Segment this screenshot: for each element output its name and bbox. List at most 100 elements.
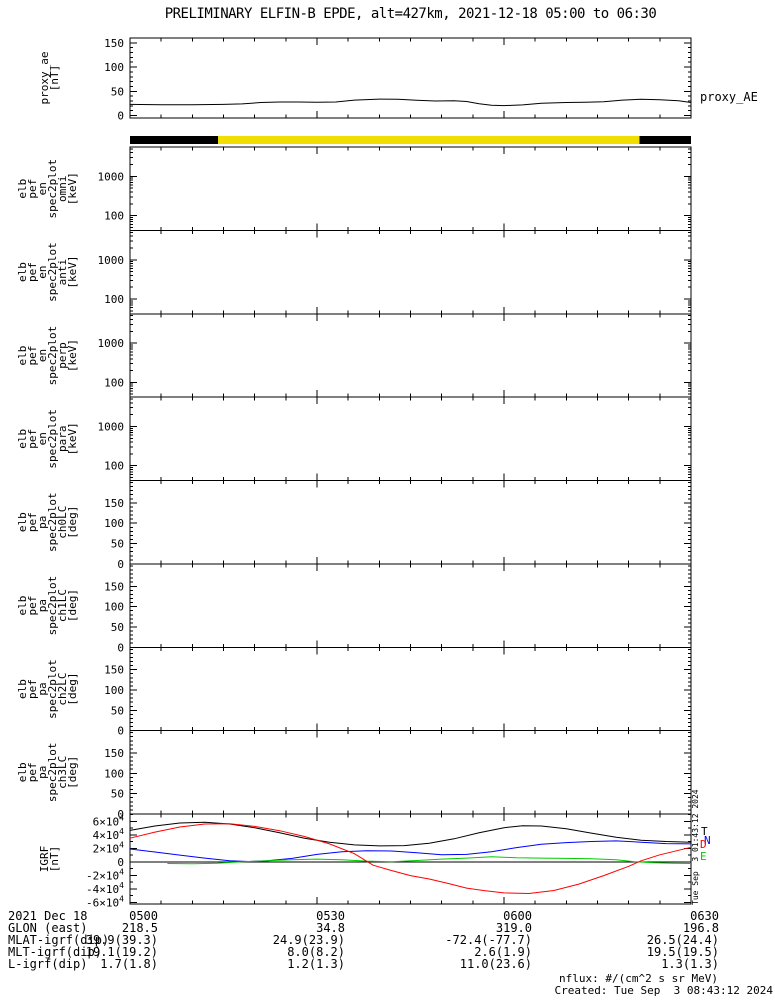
- igrf-legend-D: D: [700, 838, 707, 851]
- y-tick-label: -4×104: [86, 881, 124, 896]
- y-axis-label-word: pa: [36, 516, 49, 529]
- footer-value: 24.9(23.9): [272, 933, 345, 947]
- y-axis-label-word: [deg]: [66, 589, 79, 622]
- y-tick-label: 50: [111, 538, 124, 551]
- y-tick-label: 100: [104, 767, 124, 780]
- y-tick-label: 1000: [98, 337, 125, 350]
- footer-value: 11.0(23.6): [459, 957, 532, 971]
- y-axis-label-word: [deg]: [66, 506, 79, 539]
- y-axis-label-word: elb: [16, 262, 29, 282]
- footer-value: -72.4(-77.7): [445, 933, 532, 947]
- y-tick-label: 0: [117, 725, 124, 738]
- y-axis-label-word: [keV]: [66, 172, 79, 205]
- y-axis-label-word: pef: [26, 512, 39, 532]
- y-axis-label-word: en: [36, 349, 49, 362]
- footer-row-label: L-igrf(dip): [8, 957, 88, 971]
- footer-value: 0600: [503, 909, 532, 923]
- series-N: [129, 840, 692, 863]
- y-axis-label-word: pef: [26, 596, 39, 616]
- y-tick-label: 1000: [98, 170, 125, 183]
- footer-value: 34.8: [316, 921, 345, 935]
- render-timestamp-vertical: Tue Sep 3 01:43:12 2024: [691, 789, 700, 905]
- footer-value: 26.5(24.4): [646, 933, 719, 947]
- y-axis-label-word: elb: [16, 762, 29, 782]
- y-tick-label: 6×104: [93, 813, 125, 828]
- y-tick-label: 100: [104, 61, 124, 74]
- y-tick-label: 100: [104, 460, 124, 473]
- y-axis-label-word: elb: [16, 512, 29, 532]
- y-tick-label: 150: [104, 664, 124, 677]
- axis-ticks: [129, 563, 692, 648]
- y-tick-label: 4×104: [93, 827, 125, 842]
- y-axis-label-word: spec2plot: [46, 242, 59, 302]
- footer-value: 0630: [690, 909, 719, 923]
- axis-ticks: [129, 397, 692, 481]
- y-axis-label-word: pa: [36, 599, 49, 612]
- y-tick-label: 150: [104, 37, 124, 50]
- series-T: [129, 821, 692, 847]
- footer-value: 19.5(19.5): [646, 945, 719, 959]
- footer-row-label: GLON (east): [8, 921, 88, 935]
- y-tick-label: 100: [104, 601, 124, 614]
- series-E: [167, 856, 692, 865]
- y-axis-label-word: en: [36, 432, 49, 445]
- y-axis-label-word: ch2LC: [56, 672, 69, 705]
- y-tick-label: 100: [104, 376, 124, 389]
- nflux-units-note: nflux: #/(cm^2 s sr MeV): [559, 972, 718, 985]
- y-axis-label-word: ch0LC: [56, 506, 69, 539]
- y-tick-label: 0: [117, 641, 124, 654]
- y-tick-label: 150: [104, 497, 124, 510]
- axis-ticks: [129, 230, 692, 314]
- y-tick-label: 100: [104, 517, 124, 530]
- panel-sunlight_bar: [130, 136, 691, 144]
- igrf-legend-T: T: [701, 825, 708, 838]
- y-axis-label-word: spec2plot: [46, 492, 59, 552]
- y-axis-label-word: ch1LC: [56, 589, 69, 622]
- y-axis-label-word: IGRF: [38, 846, 51, 873]
- y-axis-label-word: pa: [36, 766, 49, 779]
- y-tick-label: 2×104: [93, 840, 125, 855]
- y-axis-label-word: para: [56, 426, 69, 453]
- y-tick-label: 1000: [98, 254, 125, 267]
- axis-ticks: [129, 147, 692, 231]
- y-axis-label-word: [keV]: [66, 256, 79, 289]
- strip-segment: [217, 136, 640, 144]
- y-axis-label-word: pef: [26, 262, 39, 282]
- y-tick-label: 50: [111, 85, 124, 98]
- strip-segment: [639, 136, 691, 144]
- axis-ticks: [129, 814, 692, 904]
- y-tick-label: -6×104: [86, 894, 124, 909]
- igrf-legend-E: E: [700, 850, 707, 863]
- series-D: [129, 823, 692, 895]
- axis-ticks: [129, 480, 692, 565]
- y-tick-label: 0: [117, 808, 124, 821]
- y-tick-label: 150: [104, 747, 124, 760]
- footer-value: 8.0(8.2): [287, 945, 345, 959]
- y-tick-label: 50: [111, 704, 124, 717]
- y-axis-label-word: [deg]: [66, 672, 79, 705]
- footer-value: 196.8: [682, 921, 719, 935]
- y-axis-label-word: perp: [56, 342, 69, 369]
- y-axis-label-word: elb: [16, 596, 29, 616]
- y-axis-label-word: elb: [16, 429, 29, 449]
- footer-value: 2.6(1.9): [474, 945, 532, 959]
- y-axis-label-word: omni: [56, 175, 69, 202]
- y-axis-label-word: en: [36, 182, 49, 195]
- y-tick-label: 50: [111, 788, 124, 801]
- strip-segment: [130, 136, 218, 144]
- panel-proxy_ae: 0 50 100 150 proxy_ae[nT]: [38, 37, 692, 123]
- axis-ticks: [129, 730, 692, 815]
- y-axis-label-word: spec2plot: [46, 159, 59, 219]
- footer-value: 0500: [129, 909, 158, 923]
- y-tick-label: 0: [117, 110, 124, 123]
- proxy-ae-series-label: proxy_AE: [700, 90, 758, 104]
- created-timestamp-note: Created: Tue Sep 3 08:43:12 2024: [554, 984, 773, 997]
- y-tick-label: 100: [104, 210, 124, 223]
- axis-ticks: [129, 37, 692, 118]
